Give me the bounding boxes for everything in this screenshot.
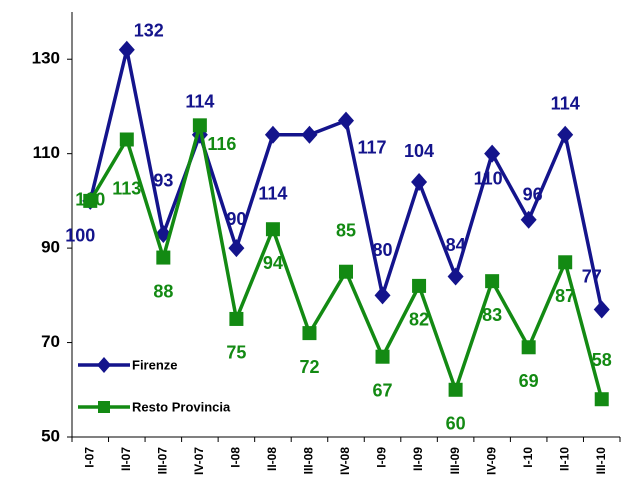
data-label: 96 bbox=[523, 185, 543, 205]
data-label: 84 bbox=[446, 235, 466, 255]
data-label: 83 bbox=[482, 305, 502, 325]
x-tick-label: IV-07 bbox=[192, 447, 206, 475]
data-label: 100 bbox=[75, 190, 105, 210]
point bbox=[484, 144, 501, 163]
point bbox=[83, 193, 98, 208]
data-label: 94 bbox=[263, 253, 283, 273]
x-tick-label: II-10 bbox=[557, 447, 571, 471]
data-label: 93 bbox=[153, 171, 173, 191]
x-tick-label: II-07 bbox=[119, 447, 133, 471]
y-tick-label: 70 bbox=[41, 332, 60, 351]
x-tick-label: I-10 bbox=[521, 447, 535, 468]
x-tick-label: II-09 bbox=[411, 447, 425, 471]
point bbox=[301, 125, 318, 144]
x-tick-label: I-09 bbox=[375, 447, 389, 468]
point bbox=[521, 340, 536, 355]
data-label: 69 bbox=[519, 371, 539, 391]
point bbox=[264, 125, 281, 144]
data-label: 90 bbox=[226, 209, 246, 229]
y-tick-label: 50 bbox=[41, 426, 60, 445]
data-label: 80 bbox=[373, 240, 393, 260]
point bbox=[375, 349, 390, 364]
legend-marker bbox=[98, 401, 110, 413]
data-label: 110 bbox=[474, 168, 503, 188]
point bbox=[447, 267, 464, 286]
data-label: 67 bbox=[373, 380, 393, 400]
data-label: 85 bbox=[336, 220, 356, 240]
point bbox=[302, 326, 317, 341]
point bbox=[411, 173, 428, 191]
legend-label: Resto Provincia bbox=[132, 399, 231, 414]
legend-marker bbox=[97, 357, 111, 373]
legend-label: Firenze bbox=[132, 357, 178, 372]
point bbox=[265, 222, 280, 237]
y-tick-label: 130 bbox=[32, 49, 60, 68]
data-label: 116 bbox=[207, 134, 236, 154]
data-label: 114 bbox=[185, 92, 214, 112]
data-label: 104 bbox=[404, 141, 434, 161]
x-tick-label: IV-09 bbox=[484, 447, 498, 475]
y-tick-label: 110 bbox=[33, 143, 60, 162]
point bbox=[593, 300, 610, 319]
point bbox=[192, 118, 207, 133]
point bbox=[119, 132, 134, 147]
data-label: 60 bbox=[446, 414, 466, 434]
x-tick-label: III-08 bbox=[302, 447, 316, 475]
point bbox=[338, 111, 354, 130]
point bbox=[520, 210, 537, 229]
x-tick-label: II-08 bbox=[265, 447, 279, 471]
point bbox=[374, 286, 391, 305]
data-label: 113 bbox=[112, 178, 141, 198]
data-label: 88 bbox=[153, 281, 173, 301]
point bbox=[339, 264, 353, 279]
data-label: 100 bbox=[65, 226, 95, 246]
point bbox=[156, 250, 171, 265]
data-label: 114 bbox=[258, 184, 287, 204]
x-tick-label: III-10 bbox=[594, 447, 608, 475]
data-label: 132 bbox=[134, 21, 164, 41]
data-label: 58 bbox=[592, 350, 612, 370]
point bbox=[228, 239, 245, 258]
x-tick-label: IV-08 bbox=[338, 447, 352, 475]
x-tick-label: III-09 bbox=[448, 447, 462, 475]
data-label: 75 bbox=[226, 343, 246, 363]
y-tick-label: 90 bbox=[41, 238, 60, 257]
point bbox=[557, 125, 574, 144]
data-label: 117 bbox=[357, 137, 386, 157]
data-label: 82 bbox=[409, 310, 429, 330]
point bbox=[412, 278, 427, 293]
data-label: 77 bbox=[582, 266, 602, 286]
point bbox=[229, 311, 244, 326]
point bbox=[485, 274, 500, 289]
point bbox=[594, 392, 609, 407]
data-label: 72 bbox=[299, 357, 319, 377]
x-tick-label: I-08 bbox=[229, 447, 243, 468]
point bbox=[558, 255, 573, 270]
point bbox=[448, 382, 463, 397]
data-label: 87 bbox=[555, 286, 575, 306]
x-tick-label: III-07 bbox=[156, 447, 170, 475]
point bbox=[118, 40, 135, 59]
data-label: 114 bbox=[551, 94, 580, 114]
x-tick-label: I-07 bbox=[82, 447, 96, 468]
